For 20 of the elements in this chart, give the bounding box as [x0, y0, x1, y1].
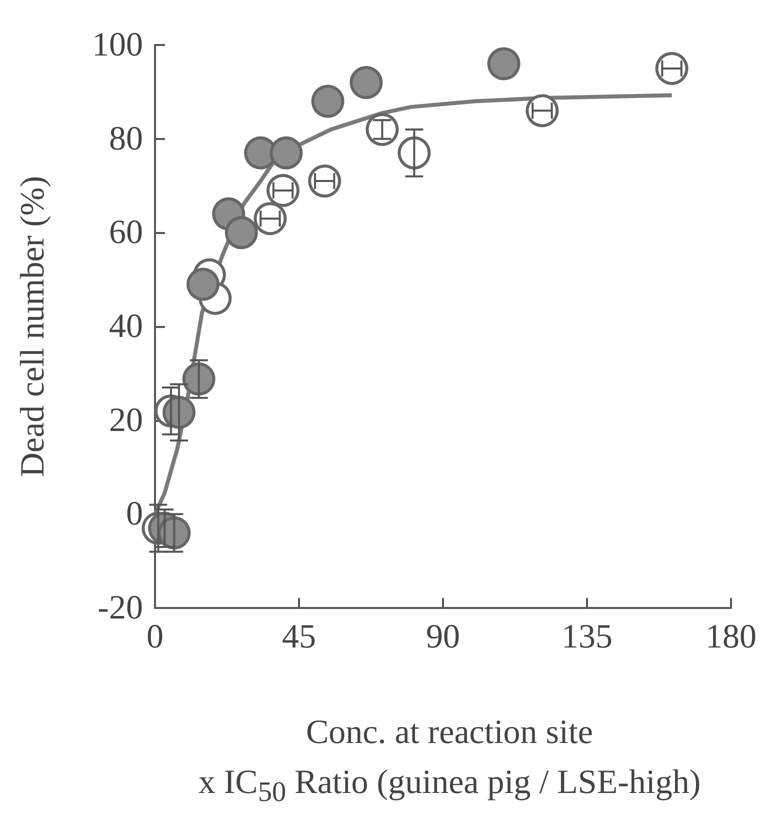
x-tick-label: 135 [562, 618, 612, 656]
y-tick-label: 0 [126, 496, 143, 533]
point [270, 136, 303, 170]
point [186, 268, 220, 301]
x-tick-label: 45 [282, 618, 316, 656]
y-tick-label: 100 [92, 26, 143, 64]
x-tick-label: 90 [426, 618, 460, 656]
point [487, 47, 520, 80]
y-tick-label: 40 [109, 308, 143, 345]
y-tick-label: 60 [109, 214, 143, 252]
y-tick-label: 20 [109, 402, 143, 439]
y-tick-label: -20 [98, 590, 143, 626]
point [398, 136, 431, 170]
point [224, 216, 258, 250]
y-axis-title: Dead cell number (%) [14, 176, 52, 478]
y-tick-label: 80 [109, 120, 143, 158]
text: Conc. at reaction site x IC$_{50}$ Ratio (guinea pig / LSE-high) [198, 714, 701, 808]
point [350, 66, 383, 100]
x-tick-label: 180 [706, 618, 756, 656]
point [311, 84, 344, 118]
